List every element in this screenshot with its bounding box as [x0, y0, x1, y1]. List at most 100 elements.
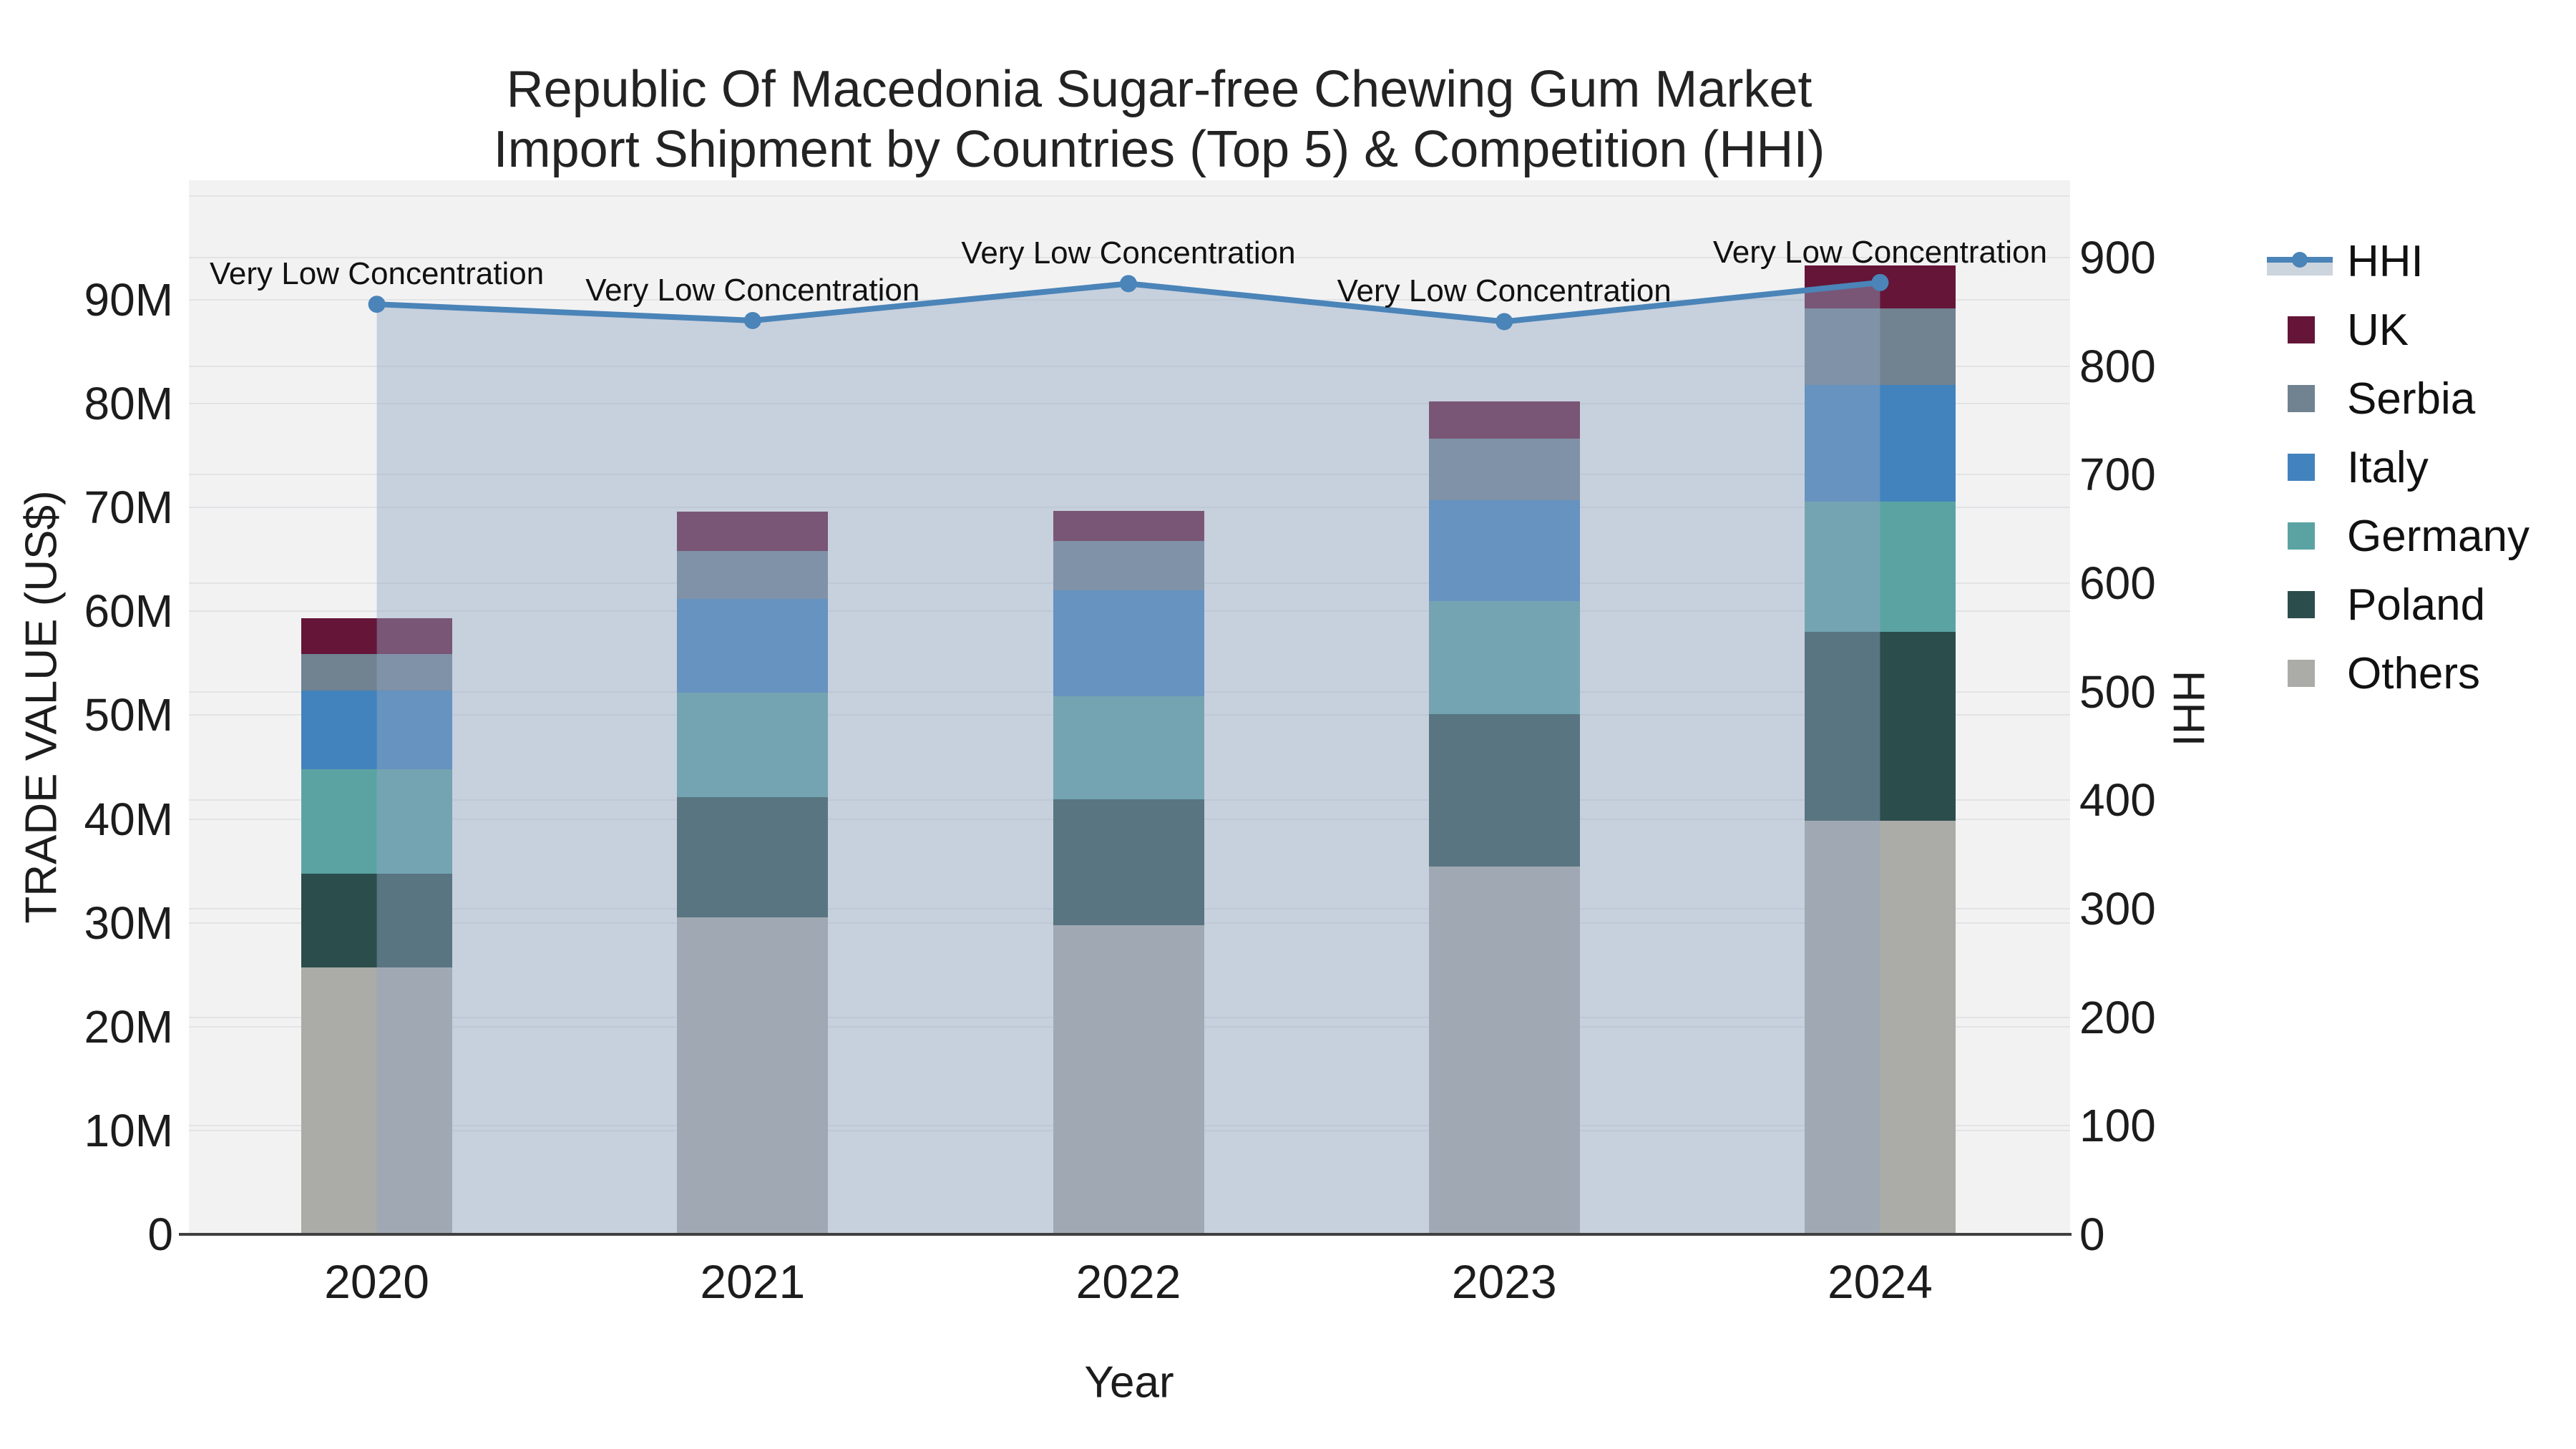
y-right-tick-100: 100 [2079, 1100, 2156, 1152]
hhi-fill-sample [2267, 260, 2333, 275]
y-axis-left-title: TRADE VALUE (US$) [16, 490, 67, 924]
y-left-tick-0: 0 [147, 1209, 173, 1260]
plot-area: Very Low Concentration Very Low Concentra… [189, 180, 2070, 1234]
legend-label-others: Others [2347, 648, 2481, 698]
gridline-right-axis [189, 474, 2070, 476]
x-axis-line [179, 1233, 2072, 1236]
y-right-tick-200: 200 [2079, 991, 2156, 1043]
x-tick-2020: 2020 [324, 1255, 430, 1308]
bar-segment-italy-2023[interactable] [1428, 500, 1580, 601]
y-right-tick-300: 300 [2079, 882, 2156, 935]
bar-segment-others-2021[interactable] [677, 917, 829, 1234]
y-left-tick-10M: 10M [84, 1104, 174, 1156]
bar-segment-others-2020[interactable] [301, 967, 453, 1234]
bar-segment-serbia-2020[interactable] [301, 653, 453, 691]
legend-item-others[interactable]: Others [2267, 648, 2480, 698]
bar-segment-germany-2020[interactable] [301, 769, 453, 874]
color-swatch-serbia [2288, 385, 2315, 412]
legend-item-uk[interactable]: UK [2267, 305, 2409, 355]
bar-segment-poland-2022[interactable] [1053, 799, 1204, 925]
color-swatch-germany [2288, 522, 2315, 550]
bar-segment-germany-2024[interactable] [1804, 501, 1956, 633]
gridline-left-axis [189, 507, 2070, 509]
gridline-left-axis [189, 195, 2070, 197]
bar-segment-italy-2020[interactable] [301, 690, 453, 769]
hhi-marker-dot-icon [2292, 252, 2308, 268]
bar-segment-germany-2021[interactable] [677, 692, 829, 798]
x-axis-title: Year [1084, 1357, 1174, 1407]
chart-title-line1: Republic Of Macedonia Sugar-free Chewing… [506, 61, 1813, 118]
color-swatch-others [2288, 660, 2315, 687]
bar-segment-others-2023[interactable] [1428, 867, 1580, 1234]
bar-segment-poland-2023[interactable] [1428, 713, 1580, 867]
color-swatch-poland [2288, 591, 2315, 618]
gridline-right-axis [189, 365, 2070, 367]
y-right-tick-700: 700 [2079, 449, 2156, 501]
bar-segment-serbia-2023[interactable] [1428, 439, 1580, 501]
legend-label-poland: Poland [2347, 580, 2486, 630]
y-right-tick-0: 0 [2079, 1209, 2105, 1260]
y-right-tick-900: 900 [2079, 231, 2156, 283]
y-right-tick-400: 400 [2079, 774, 2156, 826]
legend-item-germany[interactable]: Germany [2267, 511, 2529, 561]
annotation-2022: Very Low Concentration [961, 235, 1296, 271]
y-left-tick-20M: 20M [84, 1000, 174, 1053]
hhi-line-swatch-icon [2267, 236, 2347, 286]
x-tick-2024: 2024 [1827, 1255, 1933, 1308]
hhi-point-2024[interactable] [1871, 273, 1889, 291]
bar-segment-uk-2023[interactable] [1428, 401, 1580, 439]
gridline-left-axis [189, 299, 2070, 301]
y-left-tick-50M: 50M [84, 689, 174, 741]
bar-segment-serbia-2021[interactable] [677, 551, 829, 599]
bar-segment-others-2022[interactable] [1053, 924, 1204, 1234]
legend-item-italy[interactable]: Italy [2267, 442, 2429, 492]
bar-segment-italy-2024[interactable] [1804, 385, 1956, 502]
legend-swatch-uk [2267, 305, 2347, 355]
y-left-tick-60M: 60M [84, 585, 174, 638]
bar-segment-serbia-2024[interactable] [1804, 308, 1956, 385]
x-tick-2022: 2022 [1075, 1255, 1181, 1308]
bar-segment-uk-2022[interactable] [1053, 510, 1204, 541]
legend-label-uk: UK [2347, 305, 2409, 355]
annotation-2024: Very Low Concentration [1712, 234, 2047, 270]
y-right-tick-500: 500 [2079, 665, 2156, 718]
bar-segment-poland-2021[interactable] [677, 797, 829, 918]
bar-segment-italy-2021[interactable] [677, 598, 829, 693]
legend-label-italy: Italy [2347, 442, 2429, 492]
bar-segment-others-2024[interactable] [1804, 821, 1956, 1234]
bar-segment-poland-2020[interactable] [301, 874, 453, 968]
legend-item-poland[interactable]: Poland [2267, 580, 2485, 630]
legend-item-hhi[interactable]: HHI [2267, 236, 2424, 286]
chart-title-line2: Import Shipment by Countries (Top 5) & C… [493, 121, 1825, 178]
annotation-2021: Very Low Concentration [585, 272, 920, 308]
legend-label-hhi: HHI [2347, 236, 2424, 286]
y-left-tick-40M: 40M [84, 793, 174, 845]
y-right-tick-800: 800 [2079, 340, 2156, 392]
y-left-tick-70M: 70M [84, 482, 174, 534]
bar-segment-poland-2024[interactable] [1804, 632, 1956, 821]
bar-segment-germany-2023[interactable] [1428, 600, 1580, 714]
legend-label-serbia: Serbia [2347, 374, 2476, 424]
legend-label-germany: Germany [2347, 511, 2529, 561]
bar-segment-uk-2020[interactable] [301, 618, 453, 654]
y-axis-right-title: HHI [2163, 670, 2213, 747]
x-tick-2023: 2023 [1451, 1255, 1557, 1308]
legend-item-serbia[interactable]: Serbia [2267, 374, 2475, 424]
hhi-point-2023[interactable] [1496, 313, 1513, 331]
gridline-right-axis [189, 256, 2070, 258]
bar-segment-serbia-2022[interactable] [1053, 540, 1204, 591]
hhi-point-2020[interactable] [368, 296, 386, 313]
legend-swatch-others [2267, 648, 2347, 698]
color-swatch-uk [2288, 316, 2315, 343]
hhi-point-2022[interactable] [1120, 275, 1137, 293]
legend-swatch-italy [2267, 442, 2347, 492]
annotation-2023: Very Low Concentration [1337, 273, 1672, 309]
legend-swatch-serbia [2267, 374, 2347, 424]
bar-segment-uk-2021[interactable] [677, 512, 829, 552]
bar-segment-italy-2022[interactable] [1053, 590, 1204, 697]
legend-swatch-germany [2267, 511, 2347, 561]
bar-segment-germany-2022[interactable] [1053, 696, 1204, 799]
hhi-point-2021[interactable] [743, 311, 761, 329]
x-tick-2021: 2021 [700, 1255, 806, 1308]
